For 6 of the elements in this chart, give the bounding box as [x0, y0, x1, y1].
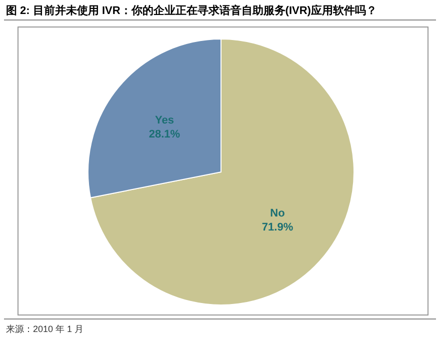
- title: 图 2: 目前并未使用 IVR：你的企业正在寻求语音自助服务(IVR)应用软件吗？: [6, 5, 377, 17]
- slice-label: Yes: [155, 114, 174, 127]
- slice-label: No: [270, 207, 286, 220]
- data-label: 71.9%: [262, 221, 294, 234]
- data-label: 28.1%: [148, 128, 180, 141]
- source-note: 来源：2010 年 1 月: [6, 324, 84, 334]
